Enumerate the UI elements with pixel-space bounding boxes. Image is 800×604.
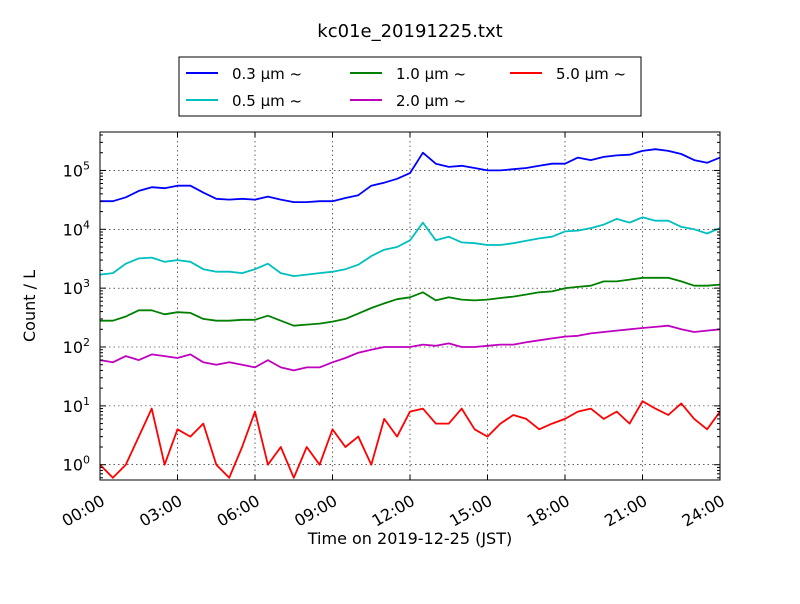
legend: 0.3 µm ~ 0.5 µm ~ 1.0 µm ~ 2.0 µm ~ 5.0 µm ~: [178, 56, 642, 117]
series-lines: [99, 148, 721, 479]
y-tick-label: 103: [63, 277, 90, 298]
y-tick-label: 102: [63, 336, 90, 357]
legend-box: [178, 56, 642, 117]
chart-title: kc01e_20191225.txt: [317, 21, 502, 42]
legend-label: 1.0 µm ~: [396, 65, 466, 83]
legend-label: 0.5 µm ~: [232, 92, 302, 110]
y-tick-label: 100: [63, 454, 90, 475]
series-line-1-0: [100, 276, 721, 327]
series-line-2-0: [99, 324, 721, 372]
series-line-0-5: [99, 216, 721, 278]
y-tick-label: 104: [63, 218, 90, 239]
legend-label: 2.0 µm ~: [396, 92, 466, 110]
legend-label: 0.3 µm ~: [232, 65, 302, 83]
legend-label: 5.0 µm ~: [556, 65, 626, 83]
y-axis-label: Count / L: [20, 270, 39, 342]
x-axis-label: Time on 2019-12-25 (JST): [307, 529, 512, 548]
y-tick-label: 101: [63, 395, 90, 416]
series-line-0-3: [100, 148, 721, 204]
series-line-5-0: [99, 400, 721, 479]
y-tick-label: 105: [63, 159, 90, 180]
